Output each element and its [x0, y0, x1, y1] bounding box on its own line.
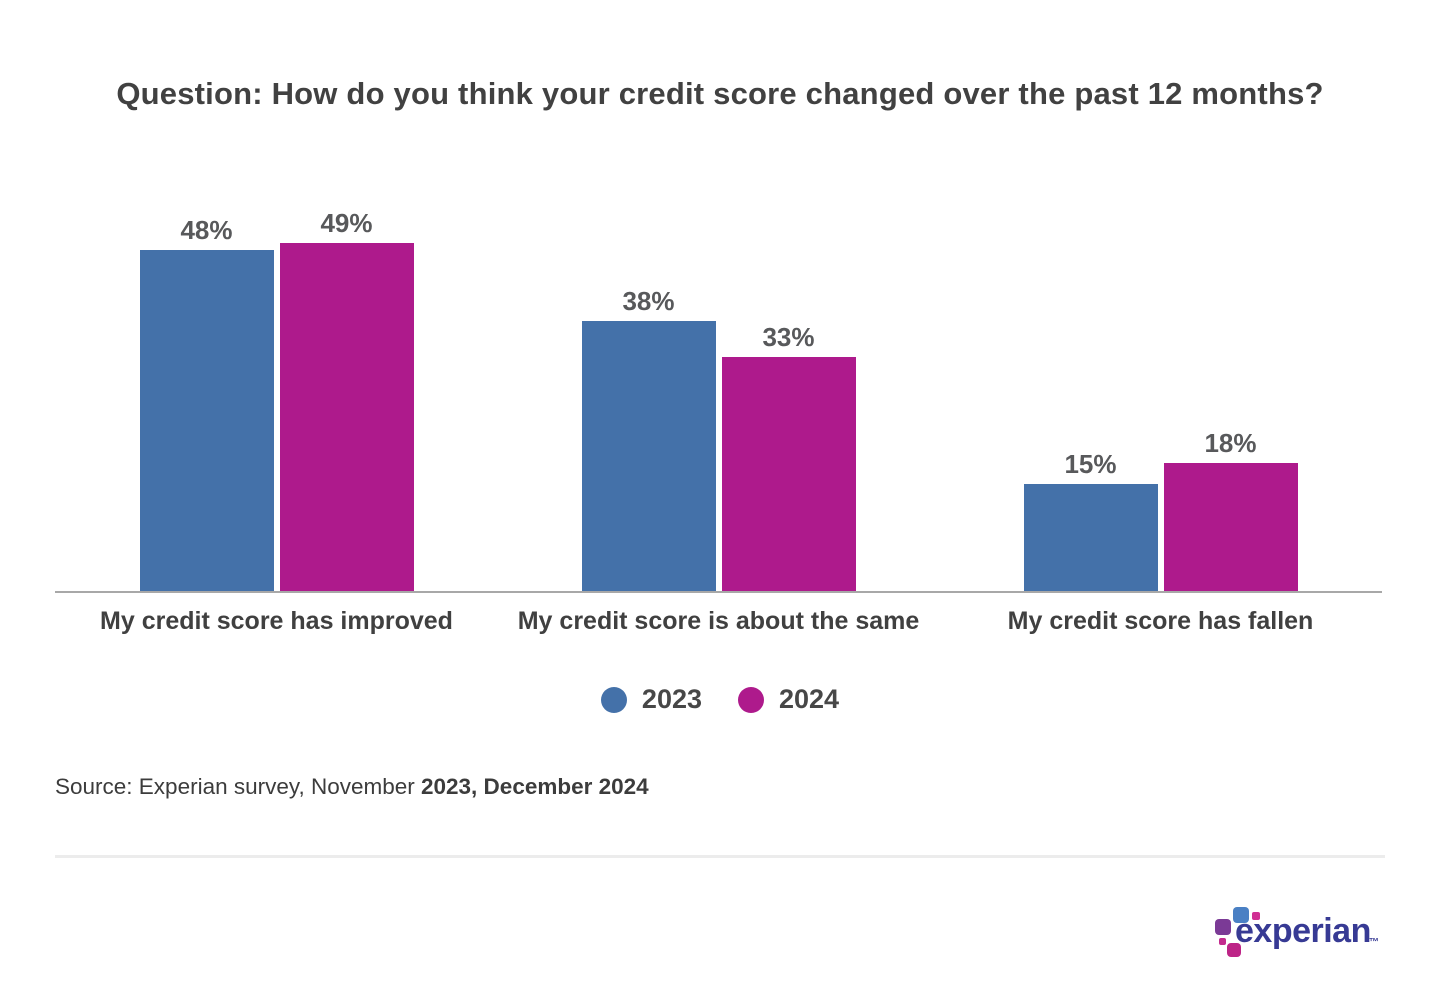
category-cell: My credit score has fallen — [1008, 607, 1314, 636]
logo-small-magenta-block-icon — [1252, 912, 1260, 920]
bar-group-same: 38% 33% — [581, 286, 856, 591]
bar-2024-same — [721, 357, 856, 591]
logo-trademark: ™ — [1369, 937, 1379, 948]
source-note: Source: Experian survey, November 2023, … — [55, 774, 649, 800]
logo-wordmark: experian — [1235, 912, 1371, 950]
source-note-regular: Source: Experian survey, November — [55, 774, 421, 799]
category-cell: My credit score has improved — [100, 607, 453, 636]
bar-2024-fallen — [1163, 463, 1298, 591]
bar-column: 49% — [279, 208, 414, 591]
bar-column: 33% — [721, 322, 856, 591]
bar-2023-fallen — [1023, 484, 1158, 591]
bar-value-label: 18% — [1204, 428, 1257, 459]
bar-column: 15% — [1023, 449, 1158, 591]
footer-divider — [55, 855, 1385, 858]
legend-item-2024: 2024 — [738, 684, 839, 715]
chart-title: Question: How do you think your credit s… — [116, 76, 1324, 111]
logo-magenta-block-icon — [1227, 943, 1241, 957]
category-label-improved: My credit score has improved — [100, 607, 453, 635]
experian-logo: experian ™ — [1207, 893, 1387, 968]
legend-dot-2023 — [600, 686, 627, 713]
legend-dot-2024 — [738, 686, 764, 713]
bar-column: 18% — [1163, 428, 1298, 591]
chart-legend: 2023 2024 — [0, 684, 1440, 715]
bar-column: 48% — [139, 215, 274, 591]
category-axis-labels: My credit score has improved My credit s… — [55, 607, 1382, 636]
legend-label-2023: 2023 — [641, 684, 702, 714]
legend-label-2024: 2024 — [779, 684, 840, 714]
logo-purple-block-icon — [1215, 919, 1231, 935]
category-cell: My credit score is about the same — [518, 607, 920, 636]
bar-value-label: 33% — [762, 322, 815, 353]
bar-2023-improved — [139, 250, 274, 591]
bar-group-fallen: 15% 18% — [1023, 428, 1298, 591]
bar-value-label: 38% — [622, 286, 675, 317]
legend-item-2023: 2023 — [600, 684, 702, 715]
bar-value-label: 49% — [320, 208, 373, 239]
bar-2023-same — [581, 321, 716, 591]
logo-magenta-dot-icon — [1219, 938, 1226, 945]
bar-chart-plot-area: 48% 49% 38% 33% 15% 18% — [55, 208, 1382, 593]
logo-blue-block-icon — [1233, 907, 1249, 923]
bar-value-label: 15% — [1064, 449, 1117, 480]
source-note-bold: 2023, December 2024 — [421, 774, 649, 799]
category-label-same: My credit score is about the same — [517, 607, 920, 635]
category-label-fallen: My credit score has fallen — [1007, 607, 1314, 635]
bar-2024-improved — [279, 243, 414, 591]
bar-group-improved: 48% 49% — [139, 208, 414, 591]
bar-column: 38% — [581, 286, 716, 591]
bar-value-label: 48% — [180, 215, 233, 246]
